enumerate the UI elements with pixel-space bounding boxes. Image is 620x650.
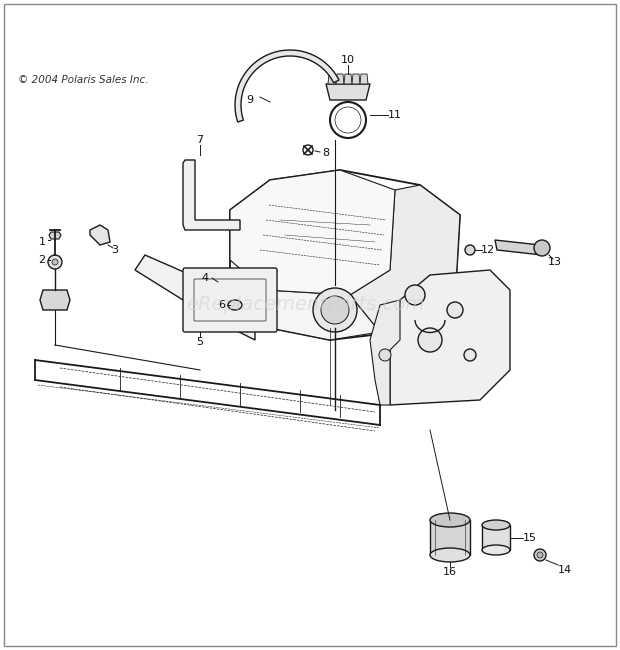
Circle shape bbox=[418, 328, 442, 352]
Text: 13: 13 bbox=[548, 257, 562, 267]
Circle shape bbox=[447, 302, 463, 318]
Text: eReplacementParts.com: eReplacementParts.com bbox=[186, 296, 424, 315]
Polygon shape bbox=[40, 290, 70, 310]
Circle shape bbox=[464, 349, 476, 361]
Text: © 2004 Polaris Sales Inc.: © 2004 Polaris Sales Inc. bbox=[18, 75, 149, 85]
Polygon shape bbox=[430, 520, 470, 555]
Ellipse shape bbox=[482, 520, 510, 530]
Circle shape bbox=[313, 288, 357, 332]
Ellipse shape bbox=[482, 545, 510, 555]
Ellipse shape bbox=[430, 513, 470, 527]
Polygon shape bbox=[49, 232, 61, 239]
Polygon shape bbox=[235, 50, 339, 122]
Circle shape bbox=[405, 285, 425, 305]
Text: 10: 10 bbox=[341, 55, 355, 65]
FancyBboxPatch shape bbox=[183, 268, 277, 332]
Text: 15: 15 bbox=[523, 533, 537, 543]
Circle shape bbox=[534, 549, 546, 561]
Polygon shape bbox=[183, 160, 240, 230]
Text: 7: 7 bbox=[197, 135, 203, 145]
Text: 5: 5 bbox=[197, 337, 203, 347]
Circle shape bbox=[465, 245, 475, 255]
Polygon shape bbox=[135, 255, 255, 340]
Text: 14: 14 bbox=[558, 565, 572, 575]
Circle shape bbox=[48, 255, 62, 269]
Polygon shape bbox=[390, 270, 510, 405]
Text: 16: 16 bbox=[443, 567, 457, 577]
Text: 3: 3 bbox=[112, 245, 118, 255]
Circle shape bbox=[52, 259, 58, 265]
Text: 9: 9 bbox=[246, 95, 254, 105]
Circle shape bbox=[534, 240, 550, 256]
Text: 6: 6 bbox=[218, 300, 226, 310]
Circle shape bbox=[537, 552, 543, 558]
Circle shape bbox=[321, 296, 349, 324]
Polygon shape bbox=[230, 170, 395, 295]
Polygon shape bbox=[255, 290, 380, 340]
Text: 4: 4 bbox=[202, 273, 208, 283]
Polygon shape bbox=[370, 300, 400, 405]
Polygon shape bbox=[360, 74, 368, 84]
Text: 11: 11 bbox=[388, 110, 402, 120]
Polygon shape bbox=[90, 225, 110, 245]
Circle shape bbox=[379, 349, 391, 361]
Polygon shape bbox=[328, 74, 336, 84]
Polygon shape bbox=[336, 74, 344, 84]
Ellipse shape bbox=[228, 300, 242, 310]
Polygon shape bbox=[495, 240, 542, 255]
Polygon shape bbox=[350, 185, 460, 332]
Polygon shape bbox=[326, 84, 370, 100]
Text: 2: 2 bbox=[38, 255, 45, 265]
Polygon shape bbox=[482, 525, 510, 550]
Polygon shape bbox=[352, 74, 360, 84]
Text: 12: 12 bbox=[481, 245, 495, 255]
Text: 8: 8 bbox=[322, 148, 330, 158]
Polygon shape bbox=[344, 74, 352, 84]
Ellipse shape bbox=[430, 548, 470, 562]
Text: 1: 1 bbox=[38, 237, 45, 247]
